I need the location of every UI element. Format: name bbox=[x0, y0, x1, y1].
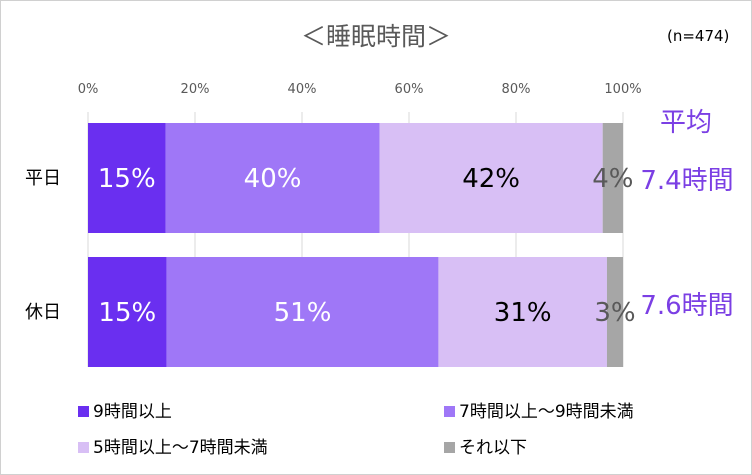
sample-size-note: (n=474) bbox=[667, 27, 729, 45]
average-heading: 平均 bbox=[660, 108, 712, 138]
legend-label: それ以下 bbox=[459, 438, 527, 458]
data-label: 40% bbox=[244, 164, 302, 194]
category-label: 平日 bbox=[25, 168, 61, 189]
legend-swatch bbox=[78, 442, 89, 453]
bar-segment bbox=[379, 123, 603, 233]
x-tick-label: 0% bbox=[78, 82, 99, 97]
chart-title: ＜睡眠時間＞ bbox=[301, 22, 451, 51]
legend-swatch bbox=[444, 406, 455, 417]
x-tick-label: 80% bbox=[502, 82, 531, 97]
x-axis-tick-labels: 0% 20% 40% 60% 80% 100% bbox=[78, 82, 642, 97]
legend-label: 9時間以上 bbox=[93, 402, 172, 422]
average-annotations: 平均 7.4時間 7.6時間 bbox=[640, 108, 733, 321]
legend-label: 7時間以上～9時間未満 bbox=[459, 402, 634, 422]
bar-segment bbox=[166, 257, 439, 367]
bar-segment bbox=[88, 257, 167, 367]
legend-label: 5時間以上～7時間未満 bbox=[93, 438, 268, 458]
legend: 9時間以上 7時間以上～9時間未満 5時間以上～7時間未満 それ以下 bbox=[78, 402, 634, 458]
bar-segment bbox=[606, 257, 623, 367]
bar-segment bbox=[165, 123, 380, 233]
legend-swatch bbox=[444, 442, 455, 453]
data-label: 4% bbox=[592, 164, 633, 194]
legend-swatch bbox=[78, 406, 89, 417]
bar-segment bbox=[438, 257, 607, 367]
data-label: 15% bbox=[98, 298, 156, 328]
x-tick-label: 20% bbox=[181, 82, 210, 97]
bars: 15% 40% 42% 4% 15% 51% 31% 3% bbox=[88, 123, 636, 367]
average-value: 7.6時間 bbox=[640, 291, 733, 321]
x-tick-label: 40% bbox=[288, 82, 317, 97]
x-tick-label: 100% bbox=[604, 82, 641, 97]
x-tick-label: 60% bbox=[395, 82, 424, 97]
data-label: 15% bbox=[98, 164, 156, 194]
data-label: 31% bbox=[494, 298, 552, 328]
average-value: 7.4時間 bbox=[640, 166, 733, 196]
data-label: 42% bbox=[462, 164, 520, 194]
data-label: 3% bbox=[594, 298, 635, 328]
bar-segment bbox=[602, 123, 623, 233]
category-label: 休日 bbox=[25, 302, 61, 323]
bar-segment bbox=[88, 123, 166, 233]
data-label: 51% bbox=[274, 298, 332, 328]
